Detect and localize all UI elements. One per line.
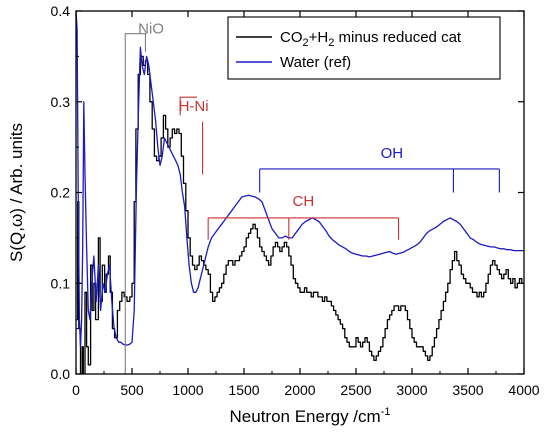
x-axis-label-superscript: -1	[381, 406, 391, 418]
legend-box	[227, 16, 501, 80]
x-axis-label: Neutron Energy /cm-1	[230, 406, 391, 426]
x-tick-label: 500	[120, 382, 144, 398]
annotation-nio: NiO	[124, 21, 164, 374]
x-tick-label: 3500	[452, 382, 483, 398]
x-tick-label: 0	[72, 382, 80, 398]
nio-label: NiO	[138, 21, 164, 38]
hni-bracket	[179, 96, 197, 116]
annotation-layer: NiO H-Ni CH OH	[124, 21, 500, 374]
ch-label: CH	[293, 193, 315, 210]
y-tick-label: 0.2	[51, 185, 71, 201]
oh-label: OH	[381, 145, 404, 162]
legend: CO2+H2 minus reduced cat Water (ref)	[227, 16, 501, 80]
nio-bracket	[124, 33, 146, 374]
x-tick-label: 2000	[284, 382, 315, 398]
annotation-oh: OH	[259, 145, 500, 193]
y-tick-label: 0.1	[51, 275, 71, 291]
x-tick-label: 3000	[396, 382, 427, 398]
series-layer	[76, 11, 524, 374]
y-tick-label: 0.3	[51, 94, 71, 110]
axis-layer: 0 500 1000 1500 2000 2500 3000 3500 4000 0.0 0.1 0.…	[51, 3, 540, 398]
series-line-black	[76, 55, 524, 374]
x-tick-label: 2500	[340, 382, 371, 398]
annotation-ch: CH	[207, 193, 400, 240]
hni-label: H-Ni	[179, 98, 209, 115]
annotation-hni: H-Ni	[179, 96, 209, 175]
x-axis-label-text: Neutron Energy /cm	[230, 407, 381, 426]
y-tick-label: 0.4	[51, 3, 71, 19]
y-axis-label: S(Q,ω) / Arb. units	[7, 123, 26, 262]
y-tick-label: 0.0	[51, 366, 71, 382]
x-tick-label: 1500	[228, 382, 259, 398]
x-tick-label: 4000	[508, 382, 539, 398]
series-line-blue	[76, 11, 524, 348]
legend-label: Water (ref)	[280, 54, 351, 71]
x-tick-label: 1000	[172, 382, 203, 398]
legend-label: CO2+H2 minus reduced cat	[280, 29, 462, 49]
